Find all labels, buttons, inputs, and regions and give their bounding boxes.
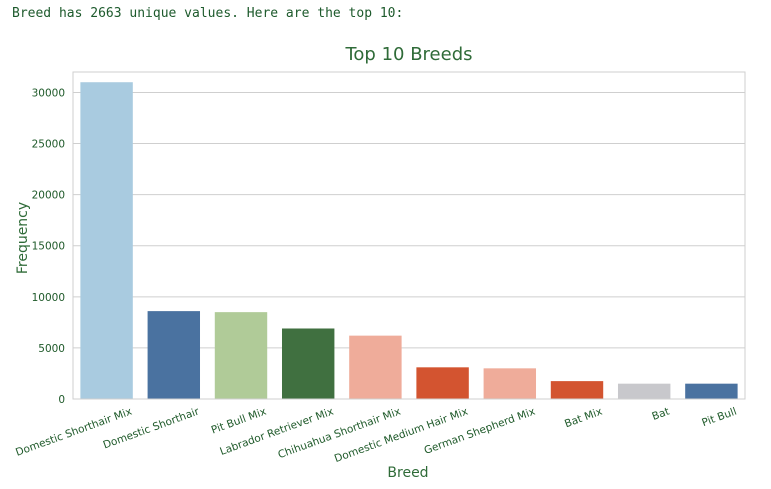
- x-axis-label: Breed: [387, 465, 428, 481]
- bar: [147, 311, 201, 399]
- bar: [214, 312, 268, 399]
- bar: [416, 367, 469, 399]
- y-tick-label: 30000: [32, 87, 65, 99]
- y-tick-label: 25000: [32, 139, 65, 151]
- x-tick-label: Pit Bull: [700, 406, 738, 430]
- x-tick-label: Domestic Shorthair Mix: [14, 406, 134, 459]
- x-tick-label: German Shepherd Mix: [423, 406, 537, 457]
- bar: [349, 335, 402, 399]
- y-axis-label: Frequency: [15, 202, 31, 274]
- gridlines: [73, 91, 745, 349]
- bar: [550, 381, 604, 399]
- y-tick-label: 15000: [32, 241, 65, 253]
- y-tick-label: 20000: [32, 190, 65, 202]
- y-tick-label: 0: [58, 394, 65, 406]
- bars: [80, 82, 738, 399]
- chart-title: Top 10 Breeds: [344, 44, 472, 65]
- y-tick-label: 5000: [38, 343, 65, 355]
- bar: [685, 383, 738, 399]
- x-tick-label: Bat: [650, 406, 671, 423]
- bar: [617, 383, 671, 399]
- cell-output-text: Breed has 2663 unique values. Here are t…: [12, 6, 404, 21]
- plot-frame: [72, 71, 746, 400]
- bar: [80, 82, 133, 399]
- y-tick-label: 10000: [32, 292, 65, 304]
- y-axis-ticks: 0 5000 10000 15000 20000 25000 30000: [32, 87, 65, 406]
- x-tick-label: Bat Mix: [563, 406, 604, 431]
- bar: [483, 368, 537, 399]
- bar: [281, 328, 335, 399]
